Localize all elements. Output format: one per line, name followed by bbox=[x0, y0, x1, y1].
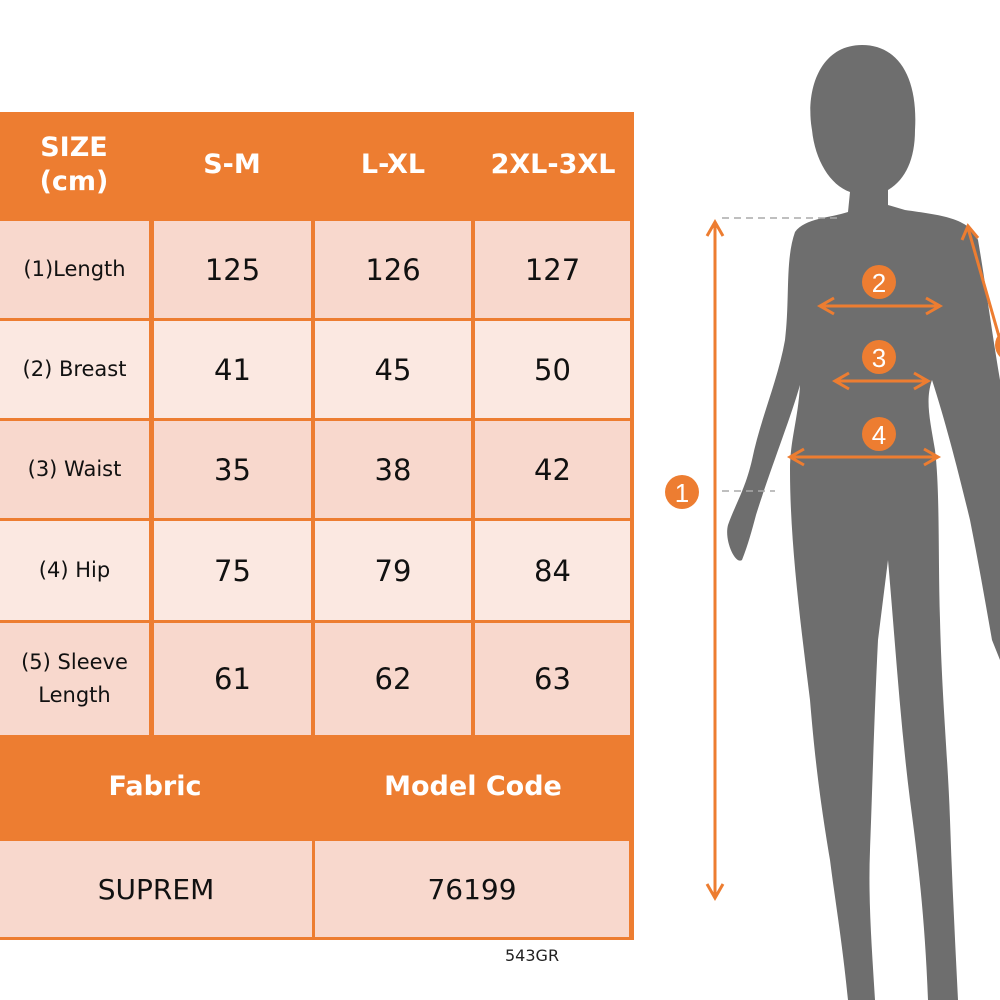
fabric-label: Fabric bbox=[0, 735, 312, 838]
marker-3 bbox=[862, 340, 896, 374]
marker-1 bbox=[665, 475, 699, 509]
marker-1-label: 1 bbox=[675, 478, 689, 508]
size-value-cell: 42 bbox=[475, 421, 630, 518]
model-code-value: 76199 bbox=[315, 841, 629, 937]
header-size-line2: (cm) bbox=[39, 166, 109, 197]
header-size: SIZE (cm) bbox=[0, 112, 150, 218]
size-value-cell: 79 bbox=[315, 521, 471, 620]
size-value-cell: 38 bbox=[315, 421, 471, 518]
header-l-xl: L-XL bbox=[313, 112, 473, 218]
size-value-cell: 125 bbox=[154, 221, 311, 318]
markers: 1 2 3 4 5 bbox=[665, 265, 1000, 509]
product-code: 543GR bbox=[505, 946, 560, 965]
sleeve-arrow bbox=[966, 227, 1000, 341]
size-value-cell: 127 bbox=[475, 221, 630, 318]
measurement-arrows bbox=[705, 218, 1000, 902]
header-2xl-3xl: 2XL-3XL bbox=[473, 112, 633, 218]
header-s-m: S-M bbox=[152, 112, 312, 218]
model-code-label: Model Code bbox=[314, 735, 632, 838]
guide-lines bbox=[722, 217, 840, 492]
size-value-cell: 35 bbox=[154, 421, 311, 518]
row-label: (1)Length bbox=[0, 221, 149, 318]
size-value-cell: 61 bbox=[154, 623, 311, 735]
marker-2 bbox=[862, 265, 896, 299]
row-label-line: Length bbox=[38, 683, 111, 707]
size-value-cell: 126 bbox=[315, 221, 471, 318]
size-value-cell: 63 bbox=[475, 623, 630, 735]
fabric-value: SUPREM bbox=[0, 841, 312, 937]
row-label: (2) Breast bbox=[0, 321, 149, 418]
size-value-cell: 84 bbox=[475, 521, 630, 620]
marker-3-label: 3 bbox=[872, 343, 886, 373]
row-label: (4) Hip bbox=[0, 521, 149, 620]
size-value-cell: 41 bbox=[154, 321, 311, 418]
row-label: (3) Waist bbox=[0, 421, 149, 518]
size-value-cell: 62 bbox=[315, 623, 471, 735]
header-size-line1: SIZE bbox=[40, 132, 108, 163]
marker-4-label: 4 bbox=[872, 420, 886, 450]
marker-5 bbox=[995, 332, 1000, 358]
row-label: (5) Sleeve Length bbox=[0, 623, 149, 735]
woman-silhouette bbox=[727, 45, 1000, 1000]
size-value-cell: 50 bbox=[475, 321, 630, 418]
marker-4 bbox=[862, 417, 896, 451]
size-value-cell: 45 bbox=[315, 321, 471, 418]
size-value-cell: 75 bbox=[154, 521, 311, 620]
row-label-line: (5) Sleeve bbox=[21, 650, 128, 674]
marker-2-label: 2 bbox=[872, 268, 886, 298]
